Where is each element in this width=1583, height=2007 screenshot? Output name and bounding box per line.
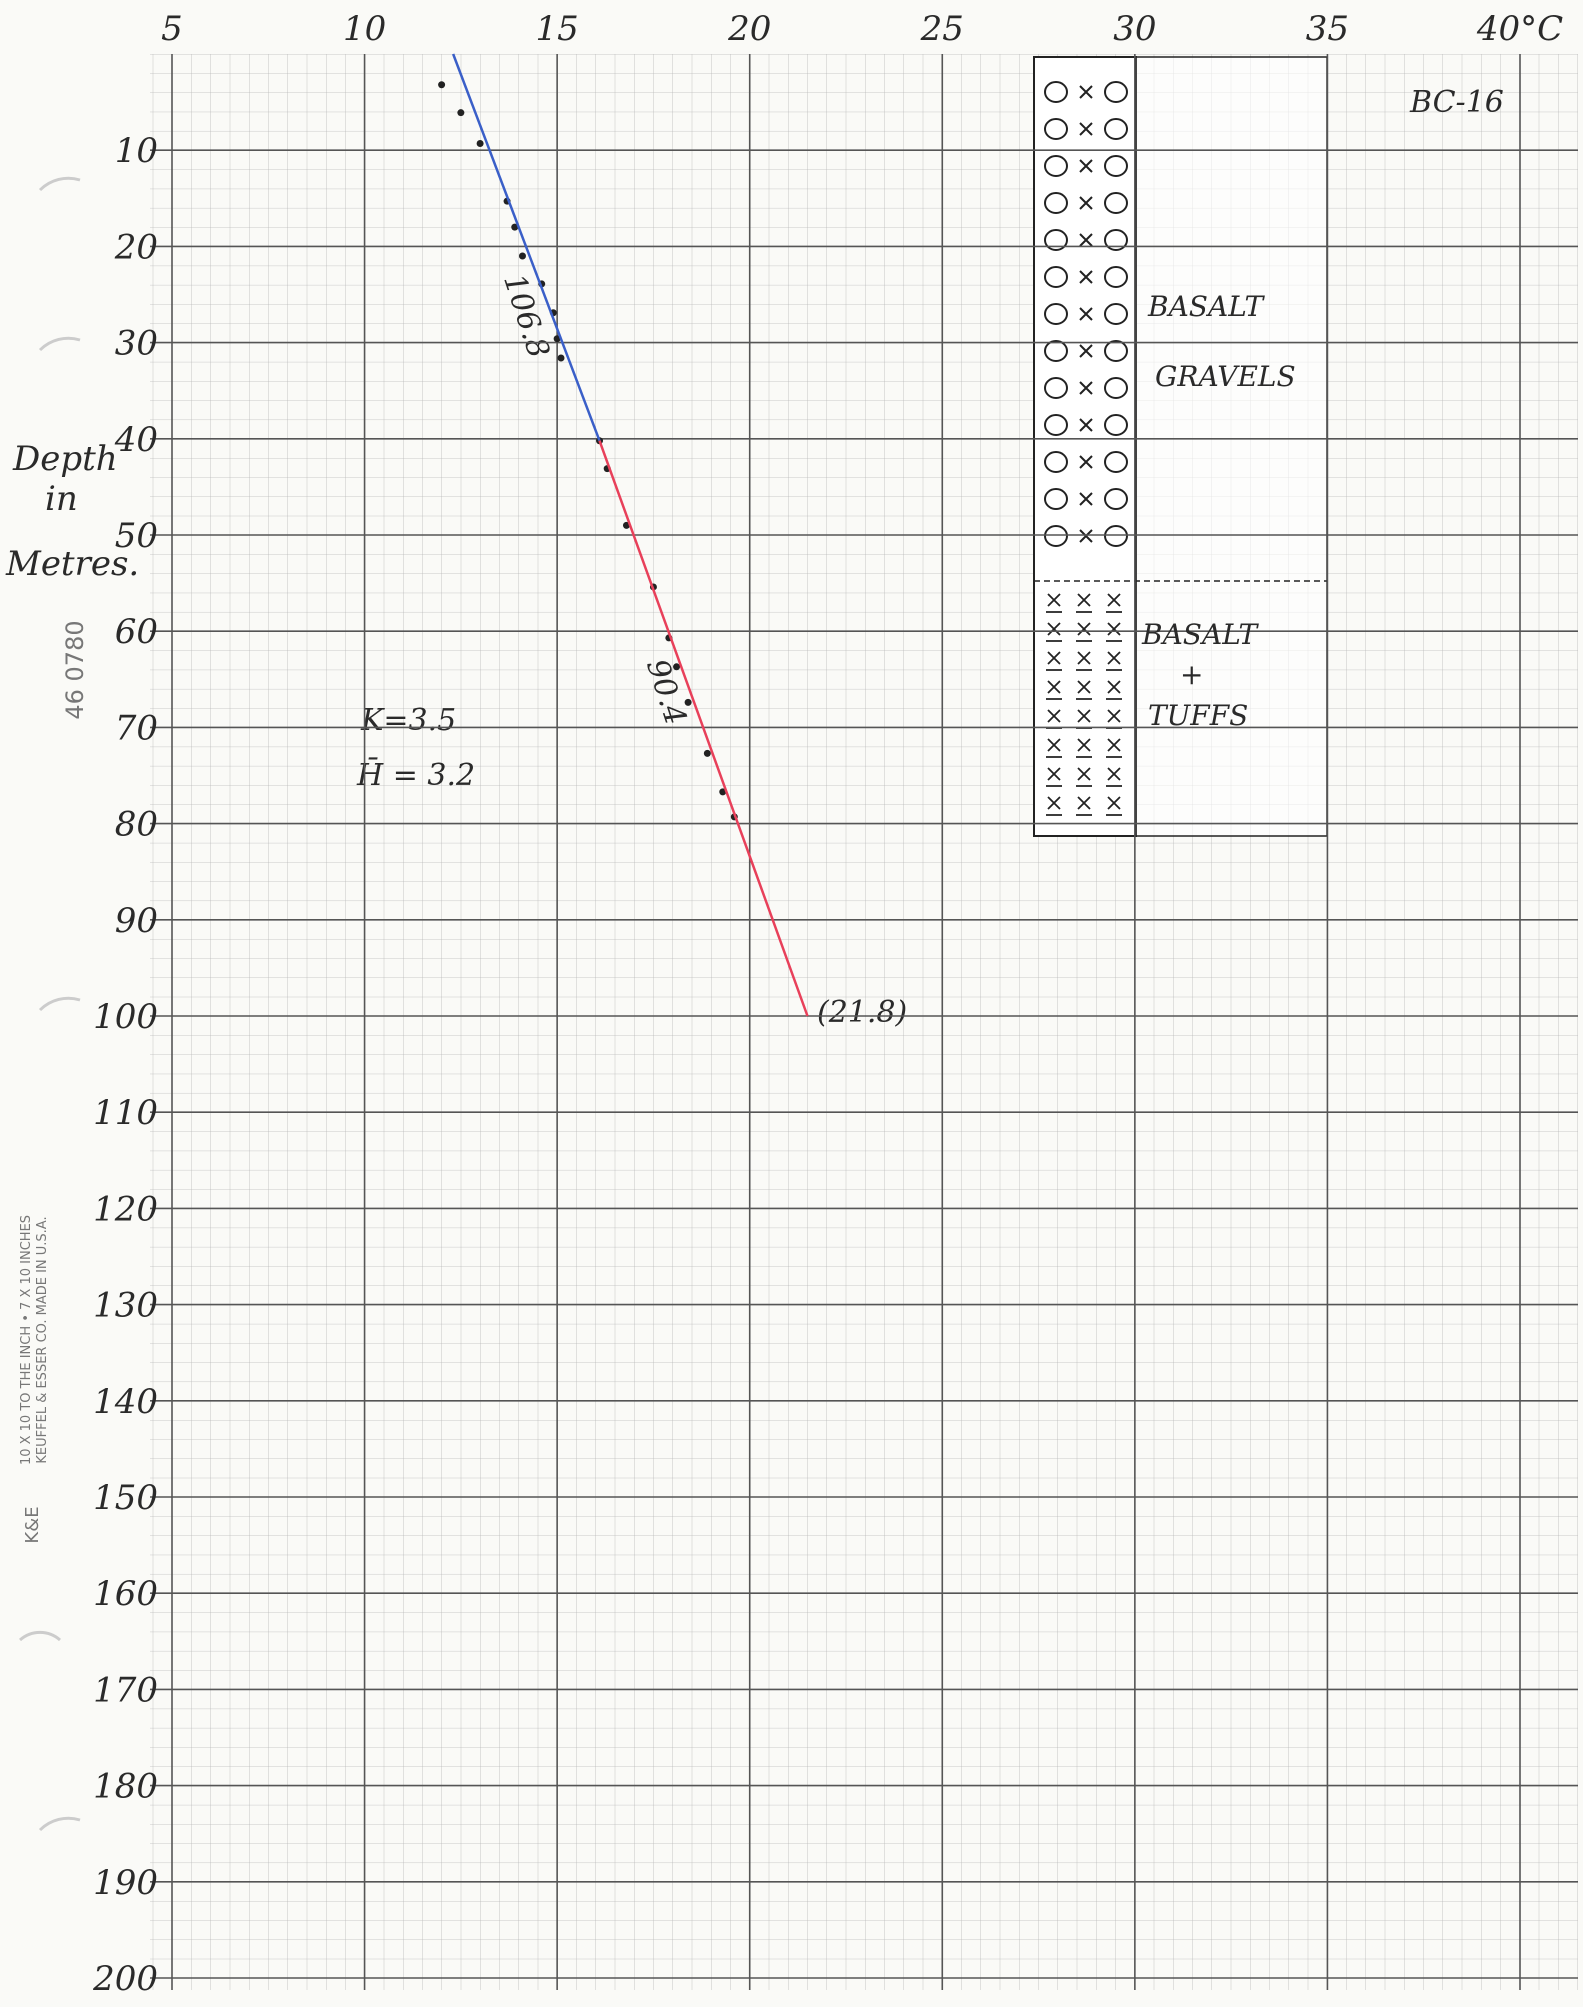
y-tick-label: 20: [114, 227, 158, 267]
lithology-label: BASALT: [1147, 290, 1266, 323]
y-axis-label: Metres.: [5, 544, 139, 584]
paper-maker: 10 X 10 TO THE INCH • 7 X 10 INCHES: [19, 1215, 34, 1465]
y-tick-label: 160: [93, 1574, 158, 1614]
y-tick-label: 70: [115, 708, 158, 748]
x-tick-label: 40°C: [1476, 9, 1563, 49]
paper-code: 46 0780: [61, 620, 89, 719]
y-tick-label: 30: [115, 324, 158, 364]
y-tick-label: 90: [115, 901, 158, 941]
chart: BC-16 106.8 90.4 K=3.5 H̄ = 3.2 (21.8) 4…: [0, 0, 1583, 2007]
y-tick-label: 190: [93, 1863, 158, 1903]
y-tick-label: 60: [115, 612, 158, 652]
data-point: [519, 253, 526, 260]
y-axis-label: Depth: [12, 439, 118, 479]
y-tick-label: 150: [93, 1478, 158, 1518]
paper-logo: K&E: [22, 1506, 43, 1543]
data-point: [477, 140, 484, 147]
y-tick-label: 140: [93, 1382, 158, 1422]
y-tick-label: 80: [115, 805, 158, 845]
x-tick-label: 5: [161, 9, 183, 49]
y-tick-label: 170: [93, 1670, 158, 1710]
y-tick-label: 10: [115, 131, 158, 171]
end-temperature-label: (21.8): [817, 995, 907, 1030]
x-tick-label: 35: [1306, 9, 1349, 49]
data-point: [685, 699, 692, 706]
lithology-label: BASALT: [1141, 618, 1260, 651]
well-id: BC-16: [1409, 85, 1504, 120]
data-point: [704, 750, 711, 757]
x-tick-label: 15: [536, 9, 579, 49]
x-tick-label: 25: [920, 9, 964, 49]
data-point: [557, 354, 564, 361]
data-point: [673, 663, 680, 670]
x-tick-label: 20: [727, 9, 771, 49]
y-tick-label: 110: [93, 1093, 158, 1133]
lithology-label: GRAVELS: [1155, 360, 1296, 393]
y-tick-label: 130: [93, 1286, 158, 1326]
lithology-label: TUFFS: [1148, 699, 1248, 732]
y-tick-label: 120: [93, 1189, 158, 1229]
y-axis-label: in: [45, 479, 78, 519]
conductivity-label: K=3.5: [360, 703, 456, 738]
heat-flow-label: H̄ = 3.2: [356, 757, 475, 793]
y-tick-label: 200: [92, 1959, 158, 1999]
lithology-label: +: [1180, 658, 1203, 691]
paper-maker: KEUFFEL & ESSER CO. MADE IN U.S.A.: [35, 1216, 50, 1463]
y-tick-label: 40: [114, 420, 158, 460]
x-tick-label: 10: [343, 9, 386, 49]
y-tick-label: 180: [93, 1767, 158, 1807]
x-tick-label: 30: [1113, 9, 1156, 49]
y-tick-label: 100: [93, 997, 158, 1037]
data-point: [438, 81, 445, 88]
data-point: [457, 109, 464, 116]
